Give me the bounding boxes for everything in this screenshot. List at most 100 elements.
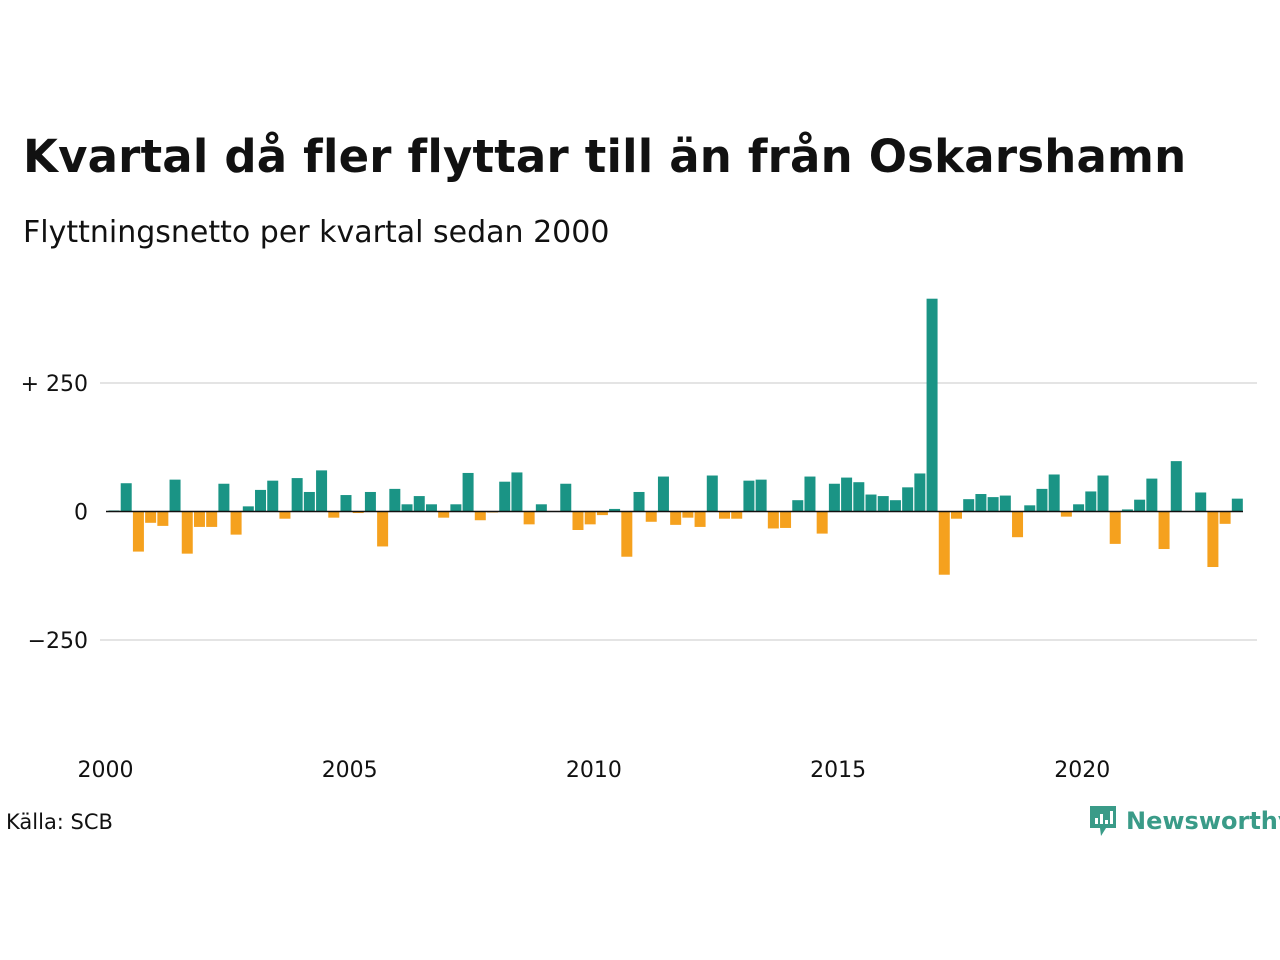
bar <box>462 472 474 512</box>
chart-subtitle: Flyttningsnetto per kvartal sedan 2000 <box>23 215 610 250</box>
bar <box>682 511 694 518</box>
bar <box>816 511 828 534</box>
bar <box>767 511 779 529</box>
bar <box>914 473 926 512</box>
bar <box>731 511 743 519</box>
bar <box>889 500 901 512</box>
bar <box>596 511 608 516</box>
bar <box>621 511 633 557</box>
bar <box>132 511 144 552</box>
bar <box>670 511 682 525</box>
bar <box>1146 478 1158 512</box>
bar <box>792 500 804 512</box>
bar <box>1109 511 1121 544</box>
bar <box>706 475 718 512</box>
bar <box>291 478 303 512</box>
bar <box>975 494 987 512</box>
x-tick-label: 2015 <box>810 758 866 783</box>
bar <box>1036 488 1048 512</box>
bar <box>902 487 914 512</box>
x-axis-labels: 2000 2005 2010 2015 2020 <box>78 758 1111 783</box>
bar <box>1219 511 1231 524</box>
bar <box>169 479 181 512</box>
bar <box>316 470 328 512</box>
bar <box>1024 505 1036 512</box>
bar <box>780 511 792 528</box>
bar <box>340 495 352 512</box>
bar <box>926 298 938 512</box>
bar <box>1207 511 1219 568</box>
bar <box>193 511 205 527</box>
bar <box>865 494 877 512</box>
bar <box>181 511 193 554</box>
bar <box>120 483 132 512</box>
bar <box>584 511 596 525</box>
bar <box>218 483 230 512</box>
bar <box>1170 461 1182 512</box>
bar <box>1048 474 1060 512</box>
bar <box>1195 492 1207 512</box>
bar <box>279 511 291 519</box>
source-note: Källa: SCB <box>6 810 113 834</box>
bar <box>1085 491 1097 512</box>
bar <box>877 496 889 512</box>
bar <box>1060 511 1072 517</box>
bar <box>511 472 523 512</box>
bar <box>999 495 1011 512</box>
grid-lines <box>100 382 1257 641</box>
bar <box>938 511 950 575</box>
bar <box>401 504 413 512</box>
bar <box>255 489 267 512</box>
bar <box>499 481 511 512</box>
bar <box>950 511 962 519</box>
x-tick-label: 2010 <box>566 758 622 783</box>
bar <box>743 480 755 512</box>
bar <box>157 511 169 526</box>
bar <box>303 491 315 512</box>
bar <box>853 482 865 512</box>
bar <box>450 504 462 512</box>
bar <box>377 511 389 547</box>
y-axis-labels: + 250 0 −250 <box>21 372 88 654</box>
x-tick-label: 2005 <box>322 758 378 783</box>
bar <box>230 511 242 535</box>
bar <box>413 496 425 512</box>
bar <box>1158 511 1170 550</box>
bar <box>609 508 621 512</box>
bars <box>108 298 1243 575</box>
bar <box>633 491 645 512</box>
bar <box>425 504 437 512</box>
bar <box>1121 509 1133 512</box>
bar <box>755 479 767 512</box>
bar <box>694 511 706 527</box>
bar <box>828 483 840 512</box>
bar <box>804 476 816 512</box>
bar <box>560 483 572 512</box>
bar <box>206 511 218 527</box>
x-tick-label: 2020 <box>1054 758 1110 783</box>
bar <box>1097 475 1109 512</box>
y-tick-label: −250 <box>28 629 88 654</box>
bar <box>352 511 364 514</box>
bar <box>657 476 669 512</box>
bar <box>1012 511 1024 538</box>
y-tick-label: + 250 <box>21 372 88 397</box>
bar <box>963 499 975 512</box>
brand-name: Newsworthy <box>1126 807 1280 835</box>
x-tick-label: 2000 <box>78 758 134 783</box>
bar <box>719 511 730 519</box>
bar <box>1073 504 1085 512</box>
bar <box>474 511 486 521</box>
bar <box>242 506 254 512</box>
bar <box>145 511 157 523</box>
bar <box>523 511 535 525</box>
newsworthy-logo-icon <box>1090 806 1116 836</box>
bar <box>328 511 340 518</box>
bar <box>645 511 657 522</box>
bar <box>841 477 853 512</box>
bar <box>1231 498 1243 512</box>
y-tick-label: 0 <box>74 501 88 526</box>
chart-title: Kvartal då fler flyttar till än från Osk… <box>23 130 1187 183</box>
bar <box>364 491 376 512</box>
bar <box>1134 499 1146 512</box>
